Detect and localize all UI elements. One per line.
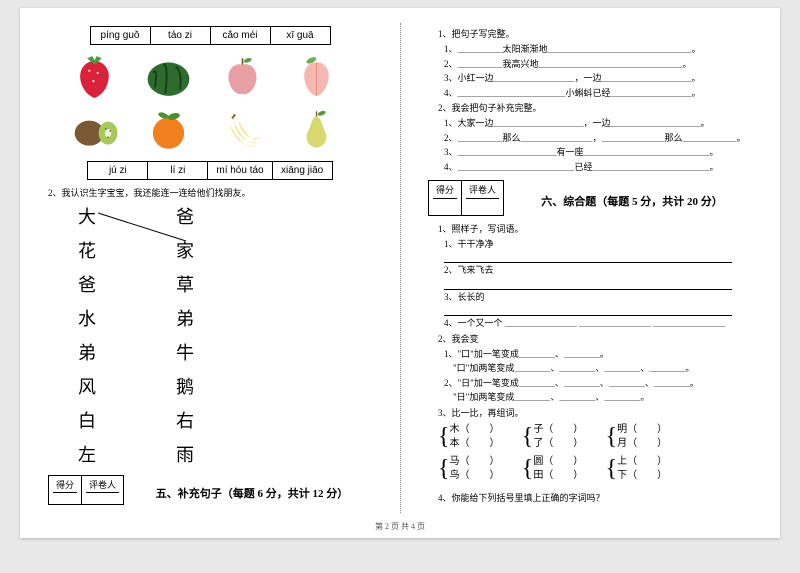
pinyin-cell: táo zi <box>150 27 210 45</box>
q1-sub: 1、＿＿＿＿＿太阳渐渐地＿＿＿＿＿＿＿＿＿＿＿＿＿＿＿＿。 <box>444 42 752 56</box>
q2-sub: 4、＿＿＿＿＿＿＿＿＿＿＿＿＿已经＿＿＿＿＿＿＿＿＿＿＿＿＿。 <box>444 160 752 174</box>
pinyin-cell: lí zi <box>148 162 208 180</box>
q2-sub: 1、大家一边＿＿＿＿＿＿＿＿＿＿，一边＿＿＿＿＿＿＿＿＿＿。 <box>444 116 752 130</box>
score-box: 得分 评卷人 <box>428 180 504 216</box>
r2-sub: "日"加两笔变成＿＿＿＿、＿＿＿＿、＿＿＿＿。 <box>444 390 752 404</box>
match-char: 爸 <box>78 271 96 297</box>
brace-item: 田（ ） <box>533 469 583 483</box>
fruit-grid <box>64 51 356 155</box>
section-5-title: 五、补充句子（每题 6 分，共计 12 分） <box>132 485 372 501</box>
question-2-text: 2、我认识生字宝宝，我还能连一连给他们找朋友。 <box>48 186 372 199</box>
brace-icon: { <box>606 425 618 449</box>
brace-item: 木（ ） <box>450 423 500 437</box>
q2-sub: 2、＿＿＿＿＿那么＿＿＿＿＿＿＿＿，＿＿＿＿＿＿＿那么＿＿＿＿＿＿。 <box>444 131 752 145</box>
match-char: 鹅 <box>176 373 194 399</box>
match-char: 草 <box>176 271 194 297</box>
pinyin-table-top: píng guǒ táo zi cǎo méi xī guā <box>90 26 331 45</box>
match-char: 风 <box>78 373 96 399</box>
pinyin-cell: xiāng jiāo <box>272 162 332 180</box>
brace-item: 月（ ） <box>617 437 667 451</box>
pinyin-cell: xī guā <box>270 27 330 45</box>
match-char: 弟 <box>176 305 194 331</box>
r2-sub: 1、"口"加一笔变成＿＿＿＿、＿＿＿＿。 <box>444 347 752 361</box>
match-line <box>98 211 188 251</box>
strawberry-icon <box>64 51 124 101</box>
match-right-col: 爸 家 草 弟 牛 鹅 右 雨 <box>176 203 194 467</box>
r2-sub: "口"加两笔变成＿＿＿＿、＿＿＿＿、＿＿＿＿、＿＿＿＿。 <box>444 361 752 375</box>
brace-item: 了（ ） <box>533 437 583 451</box>
brace-icon: { <box>438 457 450 481</box>
r1-sub: 1、干干净净 <box>444 237 752 251</box>
brace-icon: { <box>522 425 534 449</box>
q2-heading: 2、我会把句子补充完整。 <box>438 101 752 115</box>
kiwi-icon <box>64 105 124 155</box>
r1-sub: 3、长长的 <box>444 290 752 304</box>
match-char: 弟 <box>78 339 96 365</box>
match-char: 大 <box>78 203 96 229</box>
match-char: 花 <box>78 237 96 263</box>
q1-sub: 2、＿＿＿＿＿我高兴地＿＿＿＿＿＿＿＿＿＿＿＿＿＿＿＿。 <box>444 57 752 71</box>
blank-line <box>444 278 732 290</box>
brace-item: 鸟（ ） <box>450 469 500 483</box>
brace-row: {马（ ）鸟（ ） {圆（ ）田（ ） {上（ ）下（ ） <box>428 453 752 485</box>
reviewer-label: 评卷人 <box>466 182 499 199</box>
match-char: 牛 <box>176 339 194 365</box>
brace-icon: { <box>438 425 450 449</box>
page-footer: 第 2 页 共 4 页 <box>20 521 780 532</box>
match-char: 白 <box>78 407 96 433</box>
orange-icon <box>138 105 198 155</box>
left-column: píng guǒ táo zi cǎo méi xī guā <box>20 8 400 538</box>
pinyin-cell: píng guǒ <box>90 27 150 45</box>
brace-item: 本（ ） <box>450 437 500 451</box>
pear-icon <box>286 105 346 155</box>
blank-line <box>444 304 732 316</box>
q1-sub: 4、＿＿＿＿＿＿＿＿＿＿＿＿小蝌蚪已经＿＿＿＿＿＿＿＿＿。 <box>444 86 752 100</box>
match-char: 右 <box>176 407 194 433</box>
watermelon-icon <box>138 51 198 101</box>
brace-item: 明（ ） <box>617 423 667 437</box>
match-char: 雨 <box>176 441 194 467</box>
r2-sub: 2、"日"加一笔变成＿＿＿＿、＿＿＿＿、＿＿＿＿、＿＿＿＿。 <box>444 376 752 390</box>
pinyin-cell: mí hóu táo <box>208 162 272 180</box>
brace-item: 马（ ） <box>450 455 500 469</box>
brace-icon: { <box>522 457 534 481</box>
match-left-col: 大 花 爸 水 弟 风 白 左 <box>78 203 96 467</box>
peach-icon <box>286 51 346 101</box>
r2-heading: 2、我会变 <box>438 332 752 346</box>
r1-sub: 4、一个又一个 ＿＿＿＿＿＿＿＿ ＿＿＿＿＿＿＿＿ ＿＿＿＿＿＿＿＿ <box>444 316 752 330</box>
brace-icon: { <box>606 457 618 481</box>
r1-heading: 1、照样子，写词语。 <box>438 222 752 236</box>
match-char: 左 <box>78 441 96 467</box>
brace-item: 子（ ） <box>533 423 583 437</box>
q1-heading: 1、把句子写完整。 <box>438 27 752 41</box>
score-label: 得分 <box>433 182 457 199</box>
reviewer-label: 评卷人 <box>86 477 119 493</box>
pinyin-cell: jú zi <box>88 162 148 180</box>
brace-item: 上（ ） <box>617 455 667 469</box>
r4-heading: 4、你能给下列括号里填上正确的字词吗？ <box>438 491 752 505</box>
section-6-title: 六、综合题（每题 5 分，共计 20 分） <box>512 194 752 212</box>
r3-heading: 3、比一比，再组词。 <box>438 406 752 420</box>
match-char: 家 <box>176 237 194 263</box>
r1-sub: 2、飞来飞去 <box>444 263 752 277</box>
match-char: 爸 <box>176 203 194 229</box>
score-box: 得分 评卷人 <box>48 475 124 505</box>
brace-item: 下（ ） <box>617 469 667 483</box>
q2-sub: 3、＿＿＿＿＿＿＿＿＿＿＿有一座＿＿＿＿＿＿＿＿＿＿＿＿＿＿。 <box>444 145 752 159</box>
pinyin-cell: cǎo méi <box>210 27 270 45</box>
blank-line <box>444 251 732 263</box>
score-label: 得分 <box>53 477 77 493</box>
banana-icon <box>212 105 272 155</box>
apple-icon <box>212 51 272 101</box>
right-column: 1、把句子写完整。 1、＿＿＿＿＿太阳渐渐地＿＿＿＿＿＿＿＿＿＿＿＿＿＿＿＿。 … <box>400 8 780 538</box>
match-char: 水 <box>78 305 96 331</box>
brace-row: {木（ ）本（ ） {子（ ）了（ ） {明（ ）月（ ） <box>428 421 752 453</box>
brace-item: 圆（ ） <box>533 455 583 469</box>
pinyin-table-bottom: jú zi lí zi mí hóu táo xiāng jiāo <box>87 161 332 180</box>
q1-sub: 3、小红一边＿＿＿＿＿＿＿＿＿，一边＿＿＿＿＿＿＿＿＿＿。 <box>444 71 752 85</box>
matching-exercise: 大 花 爸 水 弟 风 白 左 爸 家 草 弟 牛 鹅 右 雨 <box>78 203 372 467</box>
